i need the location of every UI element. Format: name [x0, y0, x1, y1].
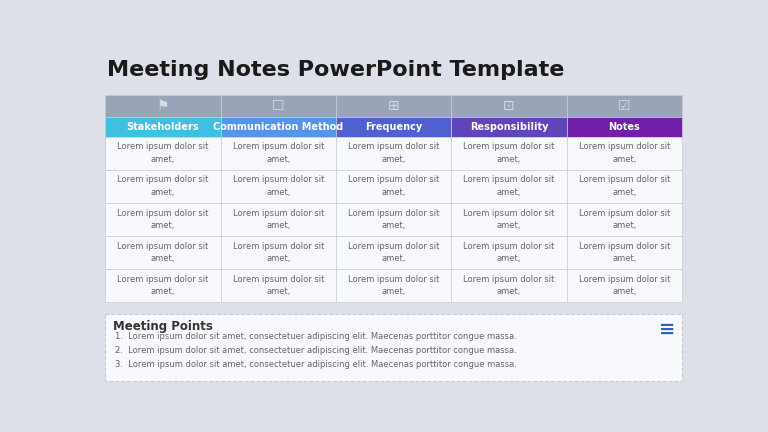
Bar	[567, 95, 682, 117]
Text: Lorem ipsum dolor sit
amet,: Lorem ipsum dolor sit amet,	[348, 241, 439, 263]
Bar	[567, 117, 682, 137]
Text: Lorem ipsum dolor sit
amet,: Lorem ipsum dolor sit amet,	[233, 175, 324, 197]
Text: Responsibility: Responsibility	[470, 121, 548, 131]
Text: Lorem ipsum dolor sit
amet,: Lorem ipsum dolor sit amet,	[118, 275, 209, 296]
Text: Lorem ipsum dolor sit
amet,: Lorem ipsum dolor sit amet,	[233, 241, 324, 263]
Text: Lorem ipsum dolor sit
amet,: Lorem ipsum dolor sit amet,	[578, 241, 670, 263]
Text: Lorem ipsum dolor sit
amet,: Lorem ipsum dolor sit amet,	[348, 209, 439, 230]
Bar	[105, 314, 682, 381]
Bar	[452, 95, 567, 117]
Text: Lorem ipsum dolor sit
amet,: Lorem ipsum dolor sit amet,	[118, 175, 209, 197]
Bar	[336, 95, 452, 117]
Bar	[452, 269, 567, 302]
Bar	[567, 170, 682, 203]
Text: Lorem ipsum dolor sit
amet,: Lorem ipsum dolor sit amet,	[578, 275, 670, 296]
Bar	[105, 117, 220, 137]
Bar	[567, 137, 682, 170]
Bar	[567, 269, 682, 302]
Bar	[220, 203, 336, 236]
Bar	[452, 137, 567, 170]
Text: Lorem ipsum dolor sit
amet,: Lorem ipsum dolor sit amet,	[348, 275, 439, 296]
Bar	[105, 269, 220, 302]
Text: Stakeholders: Stakeholders	[127, 121, 199, 131]
Bar	[220, 170, 336, 203]
Text: Lorem ipsum dolor sit
amet,: Lorem ipsum dolor sit amet,	[233, 209, 324, 230]
Text: Notes: Notes	[608, 121, 640, 131]
Text: ☑: ☑	[618, 99, 631, 113]
Text: Lorem ipsum dolor sit
amet,: Lorem ipsum dolor sit amet,	[118, 241, 209, 263]
Bar	[220, 137, 336, 170]
Bar	[567, 236, 682, 269]
Bar	[220, 117, 336, 137]
Bar	[452, 236, 567, 269]
Text: ☐: ☐	[272, 99, 284, 113]
Text: Lorem ipsum dolor sit
amet,: Lorem ipsum dolor sit amet,	[463, 143, 554, 164]
Text: Communication Method: Communication Method	[214, 121, 343, 131]
Text: Lorem ipsum dolor sit
amet,: Lorem ipsum dolor sit amet,	[118, 143, 209, 164]
Bar	[105, 203, 220, 236]
Text: ⊡: ⊡	[503, 99, 515, 113]
Bar	[220, 269, 336, 302]
Bar	[336, 170, 452, 203]
Bar	[336, 137, 452, 170]
Bar	[220, 236, 336, 269]
Text: Frequency: Frequency	[365, 121, 422, 131]
Text: Meeting Notes PowerPoint Template: Meeting Notes PowerPoint Template	[107, 60, 564, 79]
Bar	[105, 170, 220, 203]
Bar	[220, 95, 336, 117]
Text: Lorem ipsum dolor sit
amet,: Lorem ipsum dolor sit amet,	[578, 209, 670, 230]
Text: Lorem ipsum dolor sit
amet,: Lorem ipsum dolor sit amet,	[463, 275, 554, 296]
Text: Lorem ipsum dolor sit
amet,: Lorem ipsum dolor sit amet,	[463, 241, 554, 263]
Text: Lorem ipsum dolor sit
amet,: Lorem ipsum dolor sit amet,	[233, 143, 324, 164]
Bar	[105, 95, 220, 117]
Text: ⚑: ⚑	[157, 99, 169, 113]
Text: Lorem ipsum dolor sit
amet,: Lorem ipsum dolor sit amet,	[578, 143, 670, 164]
Text: 2.  Lorem ipsum dolor sit amet, consectetuer adipiscing elit. Maecenas porttitor: 2. Lorem ipsum dolor sit amet, consectet…	[114, 346, 516, 355]
Bar	[105, 236, 220, 269]
Bar	[567, 203, 682, 236]
Bar	[105, 137, 220, 170]
Bar	[336, 117, 452, 137]
Text: ≡: ≡	[659, 320, 676, 339]
Text: ⊞: ⊞	[388, 99, 399, 113]
Text: Lorem ipsum dolor sit
amet,: Lorem ipsum dolor sit amet,	[233, 275, 324, 296]
Text: 1.  Lorem ipsum dolor sit amet, consectetuer adipiscing elit. Maecenas porttitor: 1. Lorem ipsum dolor sit amet, consectet…	[114, 332, 516, 341]
Text: Lorem ipsum dolor sit
amet,: Lorem ipsum dolor sit amet,	[463, 175, 554, 197]
Text: Lorem ipsum dolor sit
amet,: Lorem ipsum dolor sit amet,	[348, 143, 439, 164]
Text: Lorem ipsum dolor sit
amet,: Lorem ipsum dolor sit amet,	[578, 175, 670, 197]
Text: Lorem ipsum dolor sit
amet,: Lorem ipsum dolor sit amet,	[463, 209, 554, 230]
Text: Lorem ipsum dolor sit
amet,: Lorem ipsum dolor sit amet,	[118, 209, 209, 230]
Bar	[336, 236, 452, 269]
Bar	[452, 170, 567, 203]
Text: Meeting Points: Meeting Points	[113, 320, 213, 333]
Text: Lorem ipsum dolor sit
amet,: Lorem ipsum dolor sit amet,	[348, 175, 439, 197]
Text: 3.  Lorem ipsum dolor sit amet, consectetuer adipiscing elit. Maecenas porttitor: 3. Lorem ipsum dolor sit amet, consectet…	[114, 360, 516, 369]
Bar	[452, 203, 567, 236]
Bar	[336, 269, 452, 302]
Bar	[452, 117, 567, 137]
Bar	[336, 203, 452, 236]
